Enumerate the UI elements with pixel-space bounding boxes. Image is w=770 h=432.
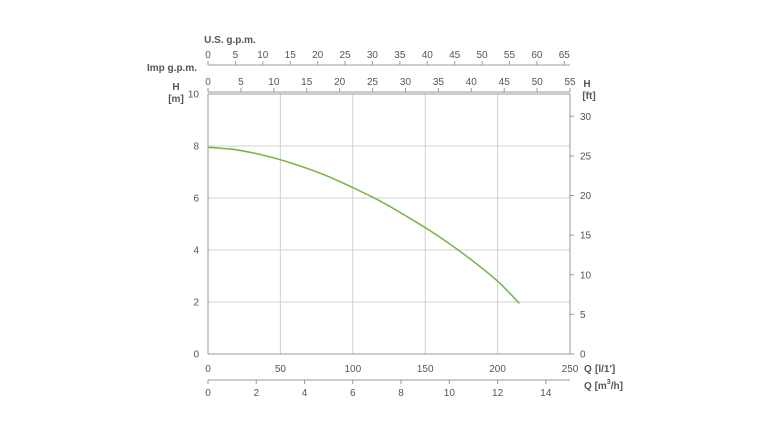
bottom-secondary-axis-tick-label: 8 — [398, 388, 404, 399]
top-primary-axis-tick-label: 50 — [477, 50, 489, 61]
top-primary-axis-tick-label: 55 — [504, 50, 516, 61]
bottom-primary-axis-label: Q — [584, 364, 592, 375]
top-secondary-axis-tick-label: 25 — [367, 77, 379, 88]
top-primary-axis-tick-label: 10 — [257, 50, 269, 61]
bottom-secondary-axis-unit-end: /h] — [611, 381, 623, 392]
performance-curve — [207, 146, 520, 304]
top-primary-axis-tick-label: 60 — [531, 50, 543, 61]
bottom-secondary-axis-tick-label: 14 — [540, 388, 552, 399]
top-primary-axis-tick-label: 5 — [233, 50, 239, 61]
bottom-secondary-axis-unit: [m — [595, 381, 607, 392]
bottom-primary-tick-label: 100 — [344, 364, 361, 375]
top-secondary-axis-tick-label: 50 — [532, 77, 544, 88]
right-tick-label: 25 — [580, 151, 592, 162]
left-axis-unit: [m] — [168, 94, 184, 105]
right-axis-unit: [ft] — [582, 91, 595, 102]
series-line — [207, 146, 520, 304]
bottom-secondary-axis-tick-label: 4 — [302, 388, 308, 399]
right-tick-label: 15 — [580, 231, 592, 242]
top-secondary-axis-tick-label: 20 — [334, 77, 346, 88]
left-tick-label: 0 — [193, 350, 199, 361]
bottom-primary-axis-title: Q [l/1'] — [584, 364, 615, 375]
top-primary-axis-tick-label: 40 — [422, 50, 434, 61]
top-primary-axis-tick-label: 25 — [339, 50, 351, 61]
top-primary-axis-tick-label: 20 — [312, 50, 324, 61]
bottom-primary-tick-label: 250 — [562, 364, 579, 375]
bottom-secondary-axis-unit-sup: 3 — [607, 379, 611, 386]
left-tick-label: 8 — [193, 142, 199, 153]
bottom-secondary-axis-tick-label: 12 — [492, 388, 504, 399]
right-tick-label: 5 — [580, 310, 586, 321]
top-primary-axis-tick-label: 15 — [285, 50, 297, 61]
right-tick-label: 0 — [580, 350, 586, 361]
top-secondary-axis-tick-label: 40 — [466, 77, 478, 88]
right-axis-label: H — [583, 79, 590, 90]
bottom-secondary-axis-tick-label: 6 — [350, 388, 356, 399]
top-secondary-axis-tick-label: 5 — [238, 77, 244, 88]
bottom-secondary-axis-tick-label: 2 — [253, 388, 259, 399]
top-secondary-axis-tick-label: 30 — [400, 77, 412, 88]
bottom-secondary-axis-title: Q [m3/h] — [584, 379, 623, 392]
bottom-secondary-axis-label: Q — [584, 381, 592, 392]
right-tick-label: 10 — [580, 270, 592, 281]
left-tick-label: 6 — [193, 194, 199, 205]
top-secondary-axis-tick-label: 55 — [565, 77, 577, 88]
top-primary-axis-tick-label: 30 — [367, 50, 379, 61]
top-primary-axis-label: U.S. g.p.m. — [204, 35, 256, 46]
top-secondary-axis-label: Imp g.p.m. — [147, 63, 197, 74]
left-tick-label: 2 — [193, 298, 199, 309]
top-secondary-axis-tick-label: 10 — [268, 77, 280, 88]
bottom-primary-tick-label: 0 — [205, 364, 211, 375]
top-primary-axis-tick-label: 35 — [394, 50, 406, 61]
top-secondary-axis-tick-label: 45 — [499, 77, 511, 88]
right-tick-label: 30 — [580, 112, 592, 123]
top-primary-axis-tick-label: 0 — [205, 50, 211, 61]
bottom-secondary-axis-tick-label: 0 — [205, 388, 211, 399]
top-primary-axis-tick-label: 45 — [449, 50, 461, 61]
right-tick-label: 20 — [580, 191, 592, 202]
top-secondary-axis-tick-label: 15 — [301, 77, 313, 88]
left-tick-label: 10 — [188, 90, 200, 101]
bottom-primary-tick-label: 200 — [489, 364, 506, 375]
bottom-secondary-axis-tick-label: 10 — [444, 388, 456, 399]
bottom-primary-tick-label: 150 — [417, 364, 434, 375]
grid-lines — [207, 93, 571, 355]
bottom-primary-axis-unit: [l/1'] — [595, 364, 615, 375]
axes — [207, 61, 574, 384]
bottom-primary-tick-label: 50 — [275, 364, 287, 375]
left-tick-label: 4 — [193, 246, 199, 257]
left-axis-label: H — [172, 82, 179, 93]
top-secondary-axis-tick-label: 0 — [205, 77, 211, 88]
top-primary-axis-tick-label: 65 — [559, 50, 571, 61]
top-secondary-axis-tick-label: 35 — [433, 77, 445, 88]
